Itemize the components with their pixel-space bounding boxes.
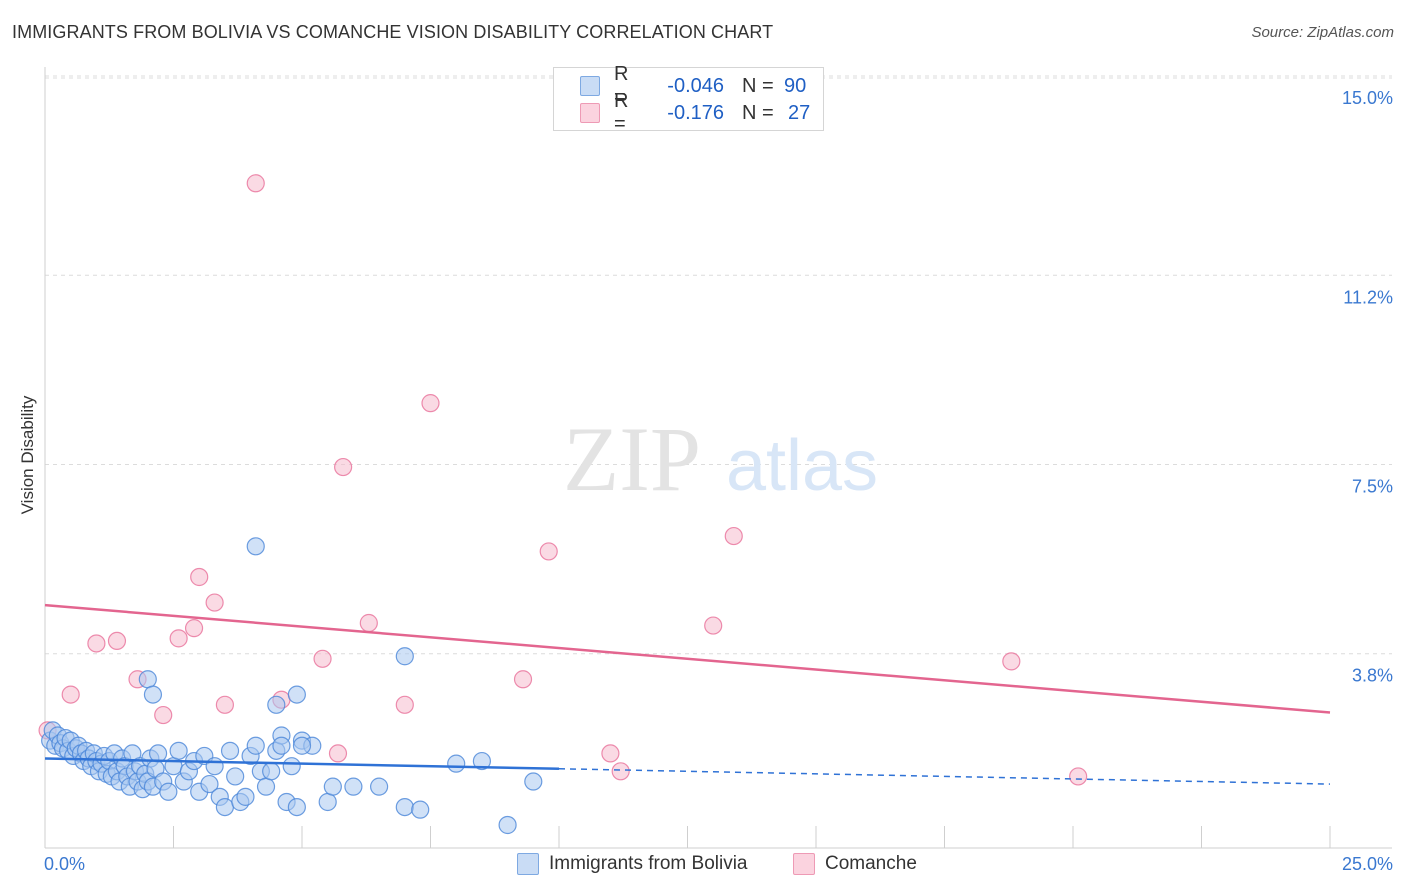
bolivia-point	[395, 647, 414, 666]
comanche-point	[184, 619, 204, 638]
comanche-point	[107, 631, 127, 651]
trend-lines	[44, 603, 1331, 785]
legend-swatch-comanche	[580, 103, 600, 123]
bolivia-point	[148, 744, 168, 763]
watermark-zip: ZIP	[563, 408, 701, 510]
legend-r-label: R =	[614, 90, 629, 135]
comanche-point	[169, 629, 188, 648]
comanche-point	[601, 744, 620, 763]
bolivia-point	[411, 800, 430, 819]
bolivia-trend-extension	[558, 767, 1331, 785]
legend-row-bolivia: R = -0.046 N = 90	[580, 63, 807, 108]
bolivia-point	[318, 792, 337, 812]
comanche-point	[611, 762, 630, 781]
y-tick-label: 3.8%	[1352, 666, 1393, 686]
legend-n-value: 27	[788, 101, 811, 124]
bolivia-point	[215, 797, 234, 817]
axes	[44, 67, 1392, 849]
comanche-points	[38, 174, 1088, 786]
legend-n-label: N =	[742, 101, 774, 124]
bolivia-point	[169, 741, 188, 760]
bolivia-point	[236, 787, 255, 806]
bolivia-point	[246, 736, 265, 755]
comanche-point	[395, 695, 414, 714]
comanche-point	[334, 457, 353, 477]
bolivia-point	[498, 815, 517, 835]
legend-row-comanche: R = -0.176 N = 27	[580, 90, 811, 135]
legend-swatch-bolivia	[580, 76, 600, 96]
comanche-point	[704, 616, 723, 635]
chart-title: IMMIGRANTS FROM BOLIVIA VS COMANCHE VISI…	[12, 22, 774, 42]
comanche-point	[1002, 652, 1021, 671]
bottom-legend-comanche: Comanche	[793, 852, 917, 876]
bolivia-point	[226, 767, 245, 786]
comanche-point	[359, 613, 378, 633]
bolivia-point	[524, 772, 543, 791]
tick-labels: 3.8% 7.5% 11.2% 15.0% 0.0% 25.0%	[44, 88, 1393, 874]
bolivia-point	[200, 774, 219, 794]
bolivia-point	[267, 695, 286, 714]
bolivia-point	[287, 685, 306, 704]
legend-n-label: N =	[742, 74, 774, 97]
comanche-point	[328, 744, 348, 763]
correlation-legend: R = -0.046 N = 90 R = -0.176 N = 27	[553, 63, 824, 135]
watermark: ZIP atlas	[563, 408, 878, 510]
bolivia-point	[143, 685, 163, 704]
legend-r-value: -0.176	[667, 101, 724, 124]
bottom-legend-bolivia: Immigrants from Bolivia	[517, 852, 748, 876]
bolivia-point	[256, 777, 276, 796]
chart-source: Source: ZipAtlas.com	[1251, 24, 1394, 41]
comanche-point	[61, 685, 80, 704]
bottom-legend-label-comanche: Comanche	[825, 853, 917, 874]
bolivia-point	[370, 777, 389, 796]
x-tick-label: 25.0%	[1342, 854, 1393, 874]
comanche-trend-line	[44, 603, 1331, 714]
comanche-point	[246, 174, 265, 193]
bottom-legend-swatch-comanche	[793, 853, 815, 875]
y-axis-title: Vision Disability	[18, 395, 37, 515]
watermark-atlas: atlas	[726, 426, 878, 506]
comanche-point	[87, 634, 106, 653]
bolivia-point	[344, 777, 363, 796]
bolivia-points	[41, 537, 543, 835]
y-tick-label: 15.0%	[1342, 88, 1393, 108]
bolivia-point	[159, 782, 178, 801]
comanche-point	[1069, 767, 1088, 786]
y-tick-label: 7.5%	[1352, 477, 1393, 497]
comanche-point	[313, 649, 332, 668]
comanche-point	[539, 542, 558, 561]
bolivia-point	[138, 670, 157, 689]
bolivia-point	[287, 797, 306, 817]
comanche-point	[154, 705, 173, 725]
bolivia-trend-line	[44, 757, 560, 770]
grid-lines	[45, 75, 1392, 655]
bolivia-point	[292, 736, 312, 755]
bolivia-point	[472, 751, 491, 771]
bolivia-point	[220, 741, 240, 760]
comanche-point	[513, 670, 533, 689]
bolivia-point	[262, 762, 281, 781]
comanche-point	[724, 526, 743, 546]
bottom-legend-label-bolivia: Immigrants from Bolivia	[549, 853, 748, 874]
bolivia-point	[246, 537, 265, 556]
bolivia-point	[395, 797, 414, 817]
bolivia-point	[282, 757, 301, 776]
comanche-point	[190, 567, 209, 587]
bolivia-point	[447, 754, 466, 773]
bolivia-point	[323, 777, 342, 796]
comanche-point	[205, 593, 224, 612]
legend-n-value: 90	[784, 74, 807, 97]
bottom-legend-swatch-bolivia	[517, 853, 539, 875]
x-tick-label: 0.0%	[44, 854, 85, 874]
legend-r-label: R =	[614, 63, 629, 108]
comanche-point	[421, 394, 440, 413]
bolivia-point	[205, 757, 224, 776]
bolivia-point	[272, 736, 291, 755]
legend-r-value: -0.046	[667, 74, 724, 97]
comanche-point	[215, 695, 234, 714]
y-tick-label: 11.2%	[1343, 287, 1393, 307]
